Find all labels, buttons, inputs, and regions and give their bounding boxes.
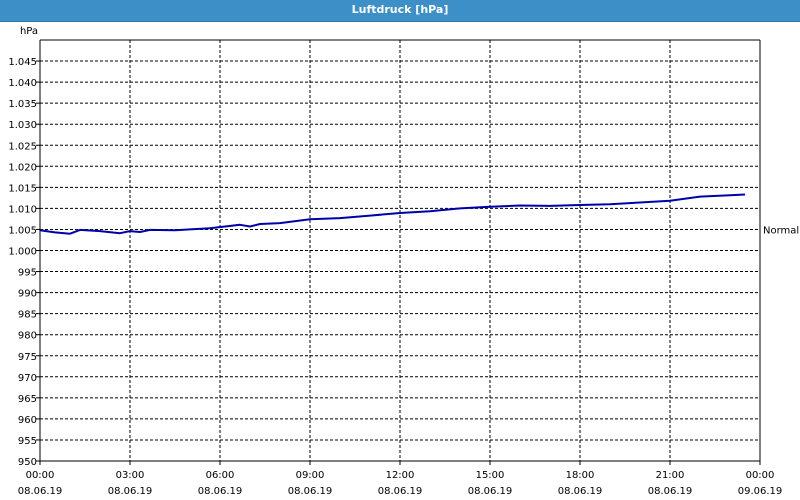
y-tick-label: 960 xyxy=(18,415,37,426)
x-tick-time: 03:00 xyxy=(116,470,145,481)
y-tick-label: 1.025 xyxy=(8,141,37,152)
x-tick-time: 06:00 xyxy=(206,470,235,481)
y-tick-label: 1.010 xyxy=(8,204,37,215)
y-tick-label: 980 xyxy=(18,331,37,342)
y-tick-label: 975 xyxy=(18,352,37,363)
pressure-series-line xyxy=(39,193,746,235)
x-tick-date: 08.06.19 xyxy=(18,486,63,497)
x-tick-date: 08.06.19 xyxy=(648,486,693,497)
y-tick-label: 1.005 xyxy=(8,225,37,236)
x-tick-time: 15:00 xyxy=(476,470,505,481)
y-tick-label: 965 xyxy=(18,394,37,405)
x-tick-time: 00:00 xyxy=(746,470,775,481)
x-tick-date: 08.06.19 xyxy=(558,486,603,497)
x-tick-time: 18:00 xyxy=(566,470,595,481)
y-tick-label: 950 xyxy=(18,457,37,468)
y-tick-label: 955 xyxy=(18,436,37,447)
y-tick-label: 1.015 xyxy=(8,183,37,194)
y-tick-label: 1.035 xyxy=(8,99,37,110)
x-tick-time: 12:00 xyxy=(386,470,415,481)
x-tick-time: 09:00 xyxy=(296,470,325,481)
y-axis-label: hPa xyxy=(20,26,38,37)
y-tick-label: 1.020 xyxy=(8,162,37,173)
y-tick-label: 1.030 xyxy=(8,120,37,131)
y-tick-label: 1.045 xyxy=(8,57,37,68)
x-tick-date: 08.06.19 xyxy=(378,486,423,497)
y-tick-label: 1.040 xyxy=(8,78,37,89)
y-tick-label: 990 xyxy=(18,289,37,300)
x-tick-date: 08.06.19 xyxy=(108,486,153,497)
pressure-chart: 950 955 960 965 970 975 980 985 990 995 1.000 1.005… xyxy=(8,26,799,497)
title-bar: Luftdruck [hPa] xyxy=(0,0,800,22)
x-tick-time: 00:00 xyxy=(26,470,55,481)
y-tick-label: 985 xyxy=(18,310,37,321)
x-tick-date: 09.06.19 xyxy=(738,486,783,497)
x-tick-date: 08.06.19 xyxy=(468,486,513,497)
window-title: Luftdruck [hPa] xyxy=(351,3,449,16)
y-tick-label: 970 xyxy=(18,373,37,384)
x-tick-time: 21:00 xyxy=(656,470,685,481)
x-tick-date: 08.06.19 xyxy=(288,486,333,497)
y-tick-label: 1.000 xyxy=(8,247,37,258)
x-tick-date: 08.06.19 xyxy=(198,486,243,497)
normal-reference-label: Normal xyxy=(763,225,799,236)
y-tick-label: 995 xyxy=(18,268,37,279)
